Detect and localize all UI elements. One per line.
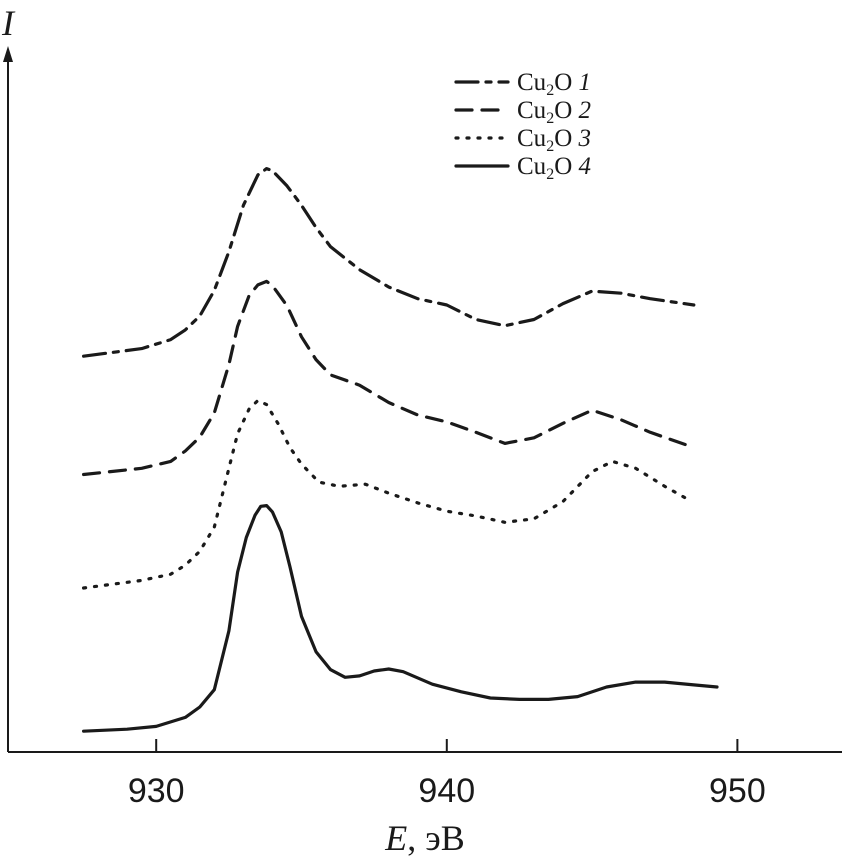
axes [3,46,842,753]
legend-label-2: Cu2O 2 [517,97,591,127]
x-tick-label: 950 [709,772,766,810]
series-line-4 [82,504,719,733]
series-line-1 [82,167,696,358]
x-ticks: 930 940 950 [128,739,766,810]
series-line-3 [82,398,690,590]
x-tick-label: 930 [128,772,185,810]
x-tick-label: 940 [418,772,475,810]
y-axis-title: I [1,3,16,43]
x-axis-title-unit: , эВ [407,818,464,858]
legend-label-1: Cu2O 1 [517,69,591,99]
series-group [82,167,719,733]
x-axis-title-var: E [384,818,407,858]
legend-label-4: Cu2O 4 [517,153,591,183]
y-axis-arrow [3,46,13,62]
x-axis-title: E, эВ [384,818,464,858]
series-line-2 [82,279,696,477]
legend-label-3: Cu2O 3 [517,125,591,155]
